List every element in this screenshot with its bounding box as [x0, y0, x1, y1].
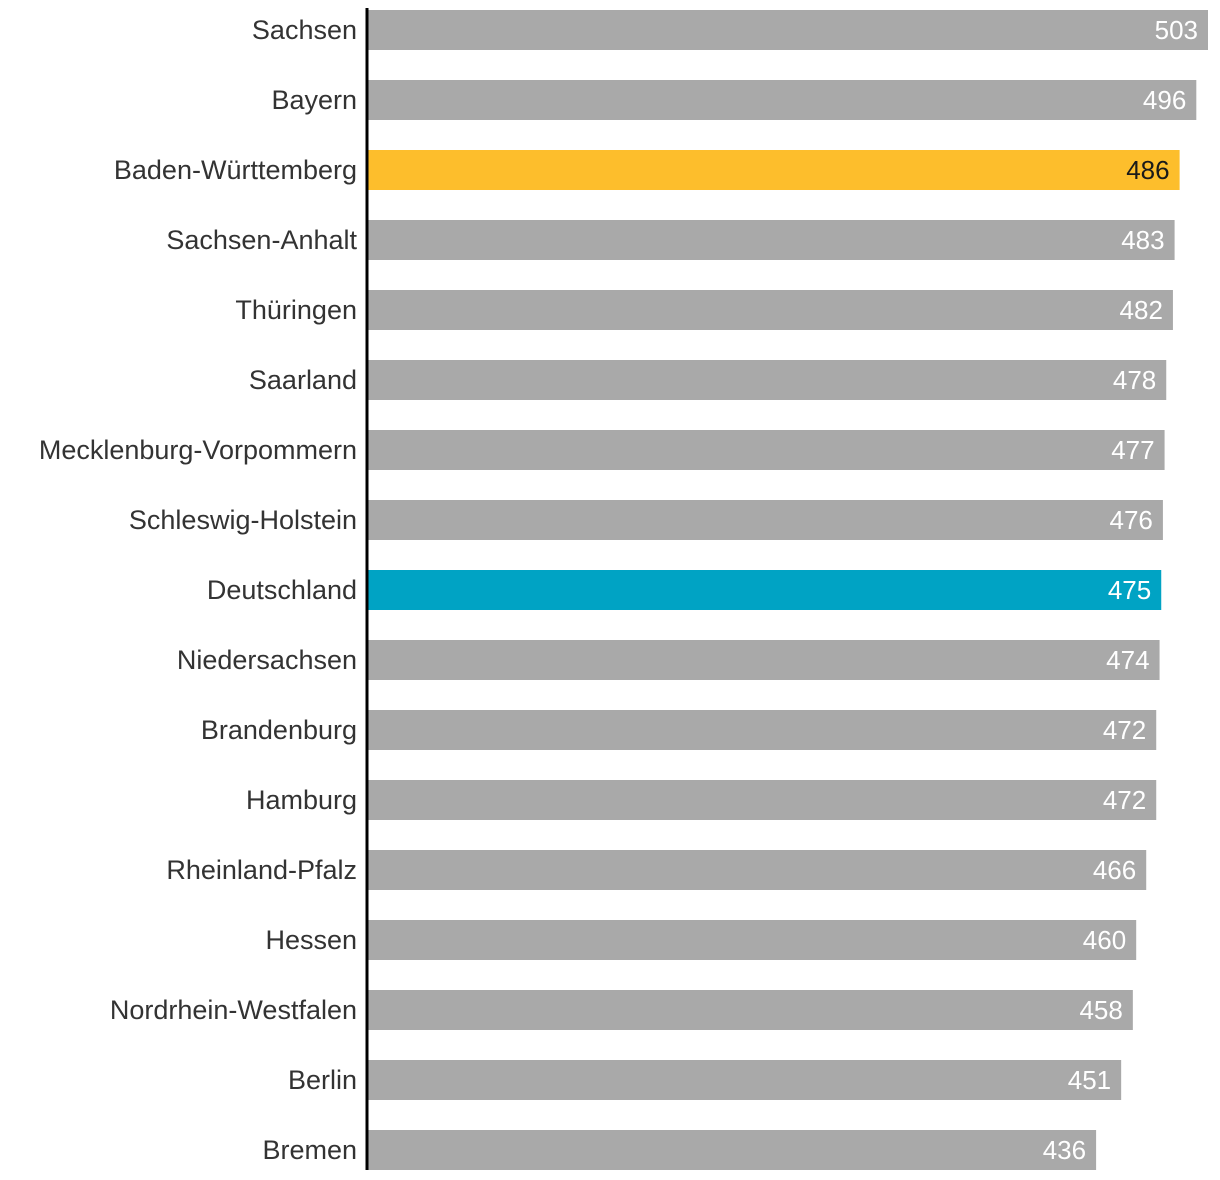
- bar-baden-württemberg: [368, 150, 1180, 190]
- category-label: Thüringen: [235, 295, 357, 325]
- value-label: 436: [1043, 1135, 1086, 1165]
- bar-sachsen-anhalt: [368, 220, 1175, 260]
- category-label: Niedersachsen: [177, 645, 357, 675]
- category-label: Schleswig-Holstein: [129, 505, 357, 535]
- value-labels-group: 503 496 486 483 482 478 477 476 475 474 472 472 466 4…: [1043, 15, 1198, 1165]
- category-labels-group: Sachsen Bayern Baden-Württemberg Sachsen-An…: [39, 15, 358, 1165]
- category-label: Nordrhein-Westfalen: [110, 995, 357, 1025]
- bar-berlin: [368, 1060, 1122, 1100]
- bar-mecklenburg-vorpommern: [368, 430, 1165, 470]
- value-label: 472: [1103, 715, 1146, 745]
- value-label: 475: [1108, 575, 1151, 605]
- bars-group: [368, 10, 1208, 1170]
- value-label: 451: [1068, 1065, 1111, 1095]
- value-label: 482: [1120, 295, 1163, 325]
- category-label: Rheinland-Pfalz: [166, 855, 357, 885]
- category-label: Baden-Württemberg: [114, 155, 357, 185]
- bar-schleswig-holstein: [368, 500, 1163, 540]
- category-label: Bayern: [271, 85, 357, 115]
- bar-bayern: [368, 80, 1197, 120]
- bar-nordrhein-westfalen: [368, 990, 1133, 1030]
- category-label: Bremen: [262, 1135, 357, 1165]
- value-label: 496: [1143, 85, 1186, 115]
- value-label: 474: [1106, 645, 1149, 675]
- value-label: 472: [1103, 785, 1146, 815]
- value-label: 478: [1113, 365, 1156, 395]
- value-label: 460: [1083, 925, 1126, 955]
- bar-hamburg: [368, 780, 1157, 820]
- bar-bremen: [368, 1130, 1097, 1170]
- value-label: 486: [1126, 155, 1169, 185]
- bar-niedersachsen: [368, 640, 1160, 680]
- category-label: Hessen: [265, 925, 357, 955]
- category-label: Deutschland: [207, 575, 357, 605]
- bar-saarland: [368, 360, 1167, 400]
- value-label: 477: [1111, 435, 1154, 465]
- value-label: 483: [1121, 225, 1164, 255]
- value-label: 503: [1155, 15, 1198, 45]
- bar-sachsen: [368, 10, 1208, 50]
- category-label: Sachsen: [252, 15, 357, 45]
- category-label: Hamburg: [246, 785, 357, 815]
- bar-brandenburg: [368, 710, 1157, 750]
- category-label: Sachsen-Anhalt: [166, 225, 357, 255]
- bar-thüringen: [368, 290, 1173, 330]
- category-label: Berlin: [288, 1065, 357, 1095]
- category-label: Brandenburg: [201, 715, 357, 745]
- value-label: 476: [1110, 505, 1153, 535]
- value-label: 466: [1093, 855, 1136, 885]
- category-label: Saarland: [249, 365, 357, 395]
- category-label: Mecklenburg-Vorpommern: [39, 435, 357, 465]
- bar-rheinland-pfalz: [368, 850, 1147, 890]
- bar-hessen: [368, 920, 1137, 960]
- bar-deutschland: [368, 570, 1162, 610]
- value-label: 458: [1079, 995, 1122, 1025]
